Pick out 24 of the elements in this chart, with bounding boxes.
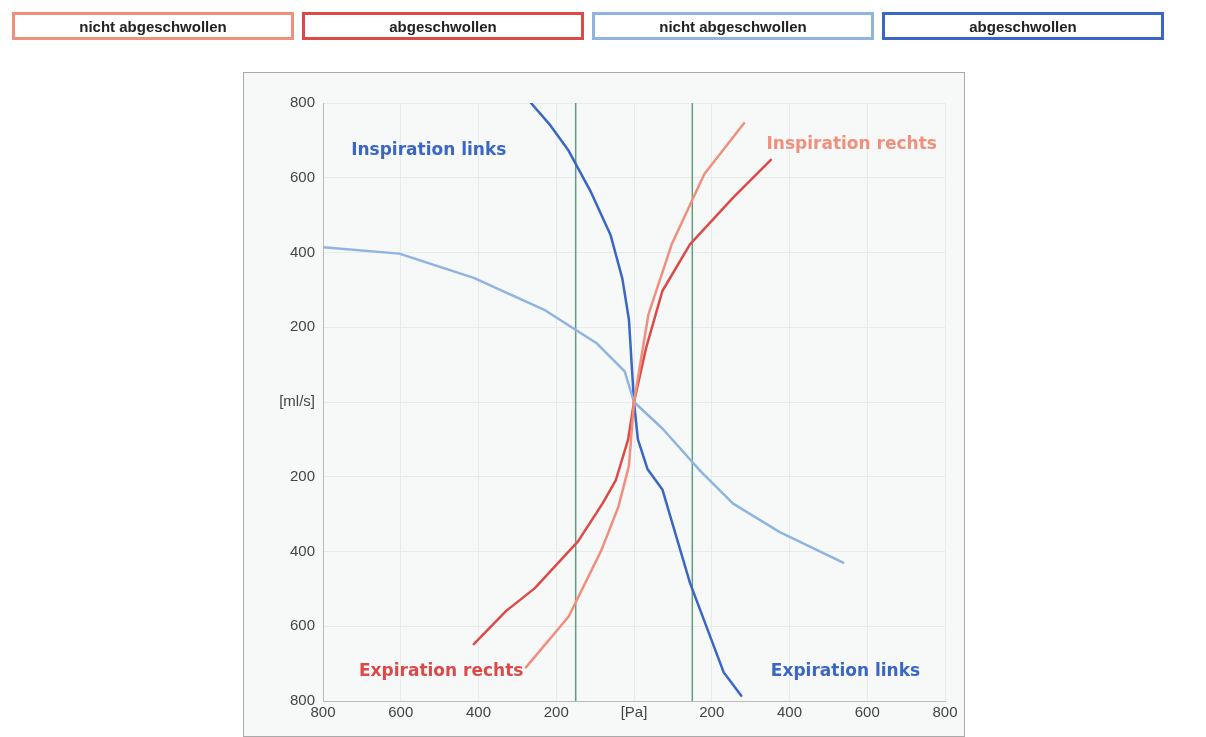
x-tick-label: 600 [854, 703, 880, 721]
y-tick-label: 400 [289, 541, 315, 559]
annotation: Expiration links [770, 659, 921, 680]
x-tick-label: 200 [543, 703, 569, 721]
x-tick-label: 800 [932, 703, 958, 721]
y-tick-label: [ml/s] [279, 392, 315, 410]
x-tick-label: 400 [776, 703, 803, 721]
x-tick-label: 200 [699, 703, 725, 721]
x-tick-label: 600 [388, 703, 414, 721]
text: abgeschwollen [882, 12, 1164, 40]
y-tick-label: 200 [289, 317, 315, 335]
annotation: Inspiration rechts [766, 133, 937, 154]
annotation: Expiration rechts [358, 659, 524, 680]
text: abgeschwollen [302, 12, 584, 40]
text: nicht abgeschwollen [592, 12, 874, 40]
y-tick-label: 600 [289, 167, 315, 185]
text: nicht abgeschwollen [12, 12, 294, 40]
y-tick-label: 400 [289, 242, 315, 260]
y-tick-label: 800 [289, 93, 315, 111]
x-tick-label: [Pa] [620, 703, 648, 721]
y-tick-label: 200 [289, 466, 315, 484]
annotation: Inspiration links [351, 139, 507, 160]
x-tick-label: 400 [465, 703, 492, 721]
y-tick-label: 600 [289, 616, 315, 634]
